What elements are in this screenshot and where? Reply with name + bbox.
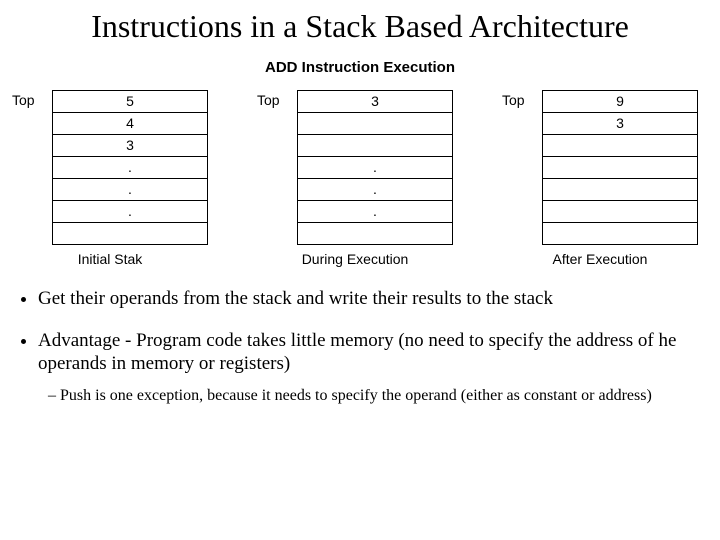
stack-cell <box>543 200 698 222</box>
stack-row: Top 3 . . . <box>257 90 453 245</box>
stack-cell: . <box>53 156 208 178</box>
stack-caption: After Execution <box>553 251 648 267</box>
stack-cell <box>543 222 698 244</box>
stack-cell <box>543 156 698 178</box>
stack-table: 5 4 3 . . . <box>52 90 208 245</box>
bullet-list: Get their operands from the stack and wr… <box>12 287 708 406</box>
top-label: Top <box>257 90 297 108</box>
stack-cell: 5 <box>53 90 208 112</box>
stacks-row: Top 5 4 3 . . . Initial Stak Top 3 <box>12 90 708 267</box>
top-label: Top <box>502 90 542 108</box>
stack-cell <box>543 134 698 156</box>
stack-cell: . <box>53 200 208 222</box>
stack-cell: . <box>53 178 208 200</box>
stack-row: Top 9 3 <box>502 90 698 245</box>
bullet-item: Get their operands from the stack and wr… <box>38 287 708 311</box>
stack-cell: . <box>298 178 453 200</box>
stack-cell: . <box>298 156 453 178</box>
bullet-text: Advantage - Program code takes little me… <box>38 330 676 375</box>
slide: Instructions in a Stack Based Architectu… <box>0 0 720 540</box>
stack-row: Top 5 4 3 . . . <box>12 90 208 245</box>
stack-cell <box>543 178 698 200</box>
stack-initial: Top 5 4 3 . . . Initial Stak <box>12 90 208 267</box>
stack-table: 9 3 <box>542 90 698 245</box>
stack-cell <box>53 222 208 244</box>
page-title: Instructions in a Stack Based Architectu… <box>12 8 708 45</box>
stack-cell: 4 <box>53 112 208 134</box>
stack-table: 3 . . . <box>297 90 453 245</box>
bullet-item: Advantage - Program code takes little me… <box>38 329 708 407</box>
top-label: Top <box>12 90 52 108</box>
stack-cell <box>298 222 453 244</box>
stack-cell: 3 <box>543 112 698 134</box>
stack-cell <box>298 112 453 134</box>
stack-cell: . <box>298 200 453 222</box>
sub-bullet-text: Push is one exception, because it needs … <box>60 387 652 404</box>
stack-cell: 9 <box>543 90 698 112</box>
stack-cell <box>298 134 453 156</box>
stack-caption: During Execution <box>302 251 409 267</box>
stack-cell: 3 <box>53 134 208 156</box>
stack-caption: Initial Stak <box>78 251 143 267</box>
bullet-text: Get their operands from the stack and wr… <box>38 288 553 309</box>
sub-bullet-list: Push is one exception, because it needs … <box>38 386 708 406</box>
diagram-title: ADD Instruction Execution <box>12 59 708 76</box>
stack-cell: 3 <box>298 90 453 112</box>
stack-during: Top 3 . . . During Execution <box>257 90 453 267</box>
stack-after: Top 9 3 After Execution <box>502 90 698 267</box>
sub-bullet-item: Push is one exception, because it needs … <box>60 386 708 406</box>
